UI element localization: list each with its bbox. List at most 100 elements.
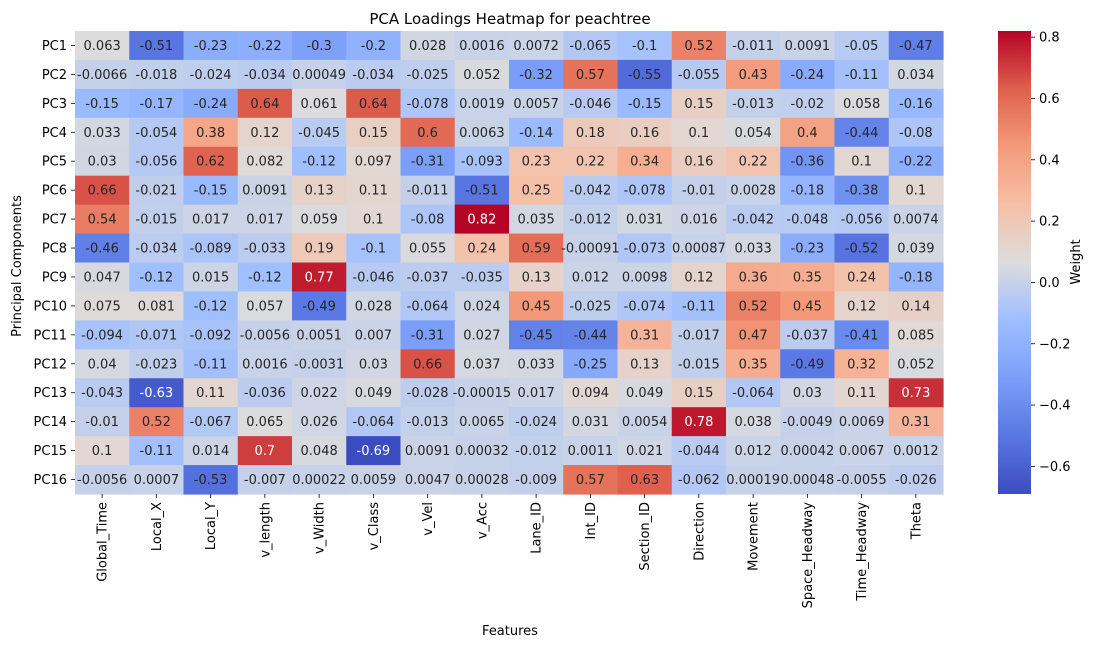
cell-value-label: 0.11 (359, 184, 388, 199)
heatmap-cell (292, 204, 347, 235)
cell-value-label: 0.082 (246, 155, 283, 170)
heatmap-cell (237, 175, 293, 206)
heatmap-cell (726, 59, 781, 90)
heatmap-cell (509, 320, 564, 350)
heatmap-cell (563, 175, 619, 206)
heatmap-cell (237, 320, 293, 350)
cell-value-label: 0.34 (630, 155, 659, 170)
cell-value-label: 0.32 (847, 357, 876, 372)
heatmap-cell (509, 378, 564, 408)
heatmap-cell (129, 465, 185, 495)
cell-value-label: -0.11 (194, 357, 228, 372)
cell-value-label: 0.45 (522, 299, 551, 314)
cell-value-label: 0.1 (906, 184, 927, 199)
heatmap-cell (400, 204, 456, 235)
y-tick-label: PC1 (42, 39, 67, 54)
heatmap-cell (888, 378, 944, 408)
cell-value-label: 0.016 (680, 213, 717, 228)
heatmap-cell (671, 146, 727, 177)
cell-value-label: -0.01 (85, 415, 119, 430)
heatmap-cell (75, 378, 130, 408)
cell-value-label: -0.073 (624, 242, 666, 257)
cell-value-label: 0.03 (359, 357, 388, 372)
cell-value-label: -0.009 (515, 473, 557, 488)
x-tick-label: Space_Headway (801, 502, 816, 609)
cell-value-label: -0.056 (841, 213, 883, 228)
cell-value-label: 0.12 (847, 299, 876, 314)
cell-value-label: 0.0054 (622, 415, 668, 430)
cell-value-label: 0.16 (684, 155, 713, 170)
cell-value-label: 0.0016 (459, 39, 505, 54)
cell-value-label: -0.011 (732, 39, 774, 54)
cell-value-label: -0.036 (244, 386, 286, 401)
heatmap-cell (400, 233, 456, 264)
cell-value-label: 0.0072 (513, 39, 559, 54)
cell-value-label: -0.15 (85, 97, 119, 112)
cell-value-label: 0.47 (739, 328, 768, 343)
cell-value-label: -0.046 (569, 97, 611, 112)
heatmap-cell (671, 175, 727, 206)
heatmap-cell (346, 262, 402, 293)
y-tick-label: PC15 (34, 444, 67, 459)
cell-value-label: 0.36 (739, 270, 768, 285)
heatmap-cell (400, 146, 456, 177)
heatmap-cell (726, 436, 781, 466)
cell-value-label: -0.55 (628, 68, 662, 83)
cell-value-label: 0.0028 (730, 184, 776, 199)
heatmap-cell (726, 117, 781, 148)
heatmap-cell (183, 262, 239, 293)
heatmap-cell (671, 31, 727, 61)
heatmap-cell (454, 320, 510, 350)
cell-value-label: 0.66 (413, 357, 442, 372)
cell-value-label: 0.77 (305, 270, 334, 285)
heatmap-cell (292, 407, 347, 437)
cell-value-label: 0.033 (735, 242, 772, 257)
cell-value-label: 0.64 (250, 97, 279, 112)
heatmap-cell (454, 31, 510, 61)
cell-value-label: -0.08 (899, 126, 933, 141)
cell-value-label: 0.034 (897, 68, 934, 83)
heatmap-cell (563, 59, 619, 90)
heatmap-cell (888, 320, 944, 350)
cell-value-label: 0.45 (793, 299, 822, 314)
heatmap-cell (292, 146, 347, 177)
cell-value-label: -0.1 (632, 39, 657, 54)
heatmap-cell (183, 378, 239, 408)
cell-value-label: 0.03 (88, 155, 117, 170)
cell-value-label: 0.017 (246, 213, 283, 228)
heatmap-cell (400, 291, 456, 321)
heatmap-cell (400, 175, 456, 206)
heatmap-cell (237, 436, 293, 466)
cell-value-label: -0.44 (845, 126, 879, 141)
cell-value-label: 0.022 (301, 386, 338, 401)
heatmap-cell (780, 378, 836, 408)
heatmap-cell (454, 59, 510, 90)
cell-value-label: -0.071 (135, 328, 177, 343)
cell-value-label: -0.49 (791, 357, 825, 372)
x-tick-label: Theta (909, 502, 924, 540)
heatmap-cell (346, 349, 402, 379)
colorbar-tick-label: 0.4 (1039, 153, 1060, 168)
cell-value-label: 0.59 (522, 242, 551, 257)
cell-value-label: 0.0069 (839, 415, 885, 430)
x-tick-label: v_length (258, 502, 273, 558)
cell-value-label: 0.0011 (568, 444, 614, 459)
heatmap-cell (75, 59, 130, 90)
heatmap-cell (75, 146, 130, 177)
cell-value-label: 0.047 (84, 270, 121, 285)
cell-value-label: -0.024 (190, 68, 232, 83)
heatmap-cell (888, 436, 944, 466)
x-tick-label: v_Vel (421, 502, 436, 536)
heatmap-cell (617, 204, 673, 235)
y-tick-label: PC7 (42, 213, 67, 228)
cell-value-label: 0.52 (739, 299, 768, 314)
heatmap-cell (75, 407, 130, 437)
cell-value-label: -0.021 (135, 184, 177, 199)
heatmap-cell (834, 88, 890, 119)
heatmap-cell (834, 349, 890, 379)
cell-value-label: -0.024 (515, 415, 557, 430)
cell-value-label: -0.3 (306, 39, 331, 54)
heatmap-cell (237, 262, 293, 293)
y-axis-ticks: PC1 PC2 PC3 PC4 PC5 PC6 PC7 PC8 PC9 PC10 PC11 PC12 P… (34, 39, 75, 488)
heatmap-cell (617, 320, 673, 350)
